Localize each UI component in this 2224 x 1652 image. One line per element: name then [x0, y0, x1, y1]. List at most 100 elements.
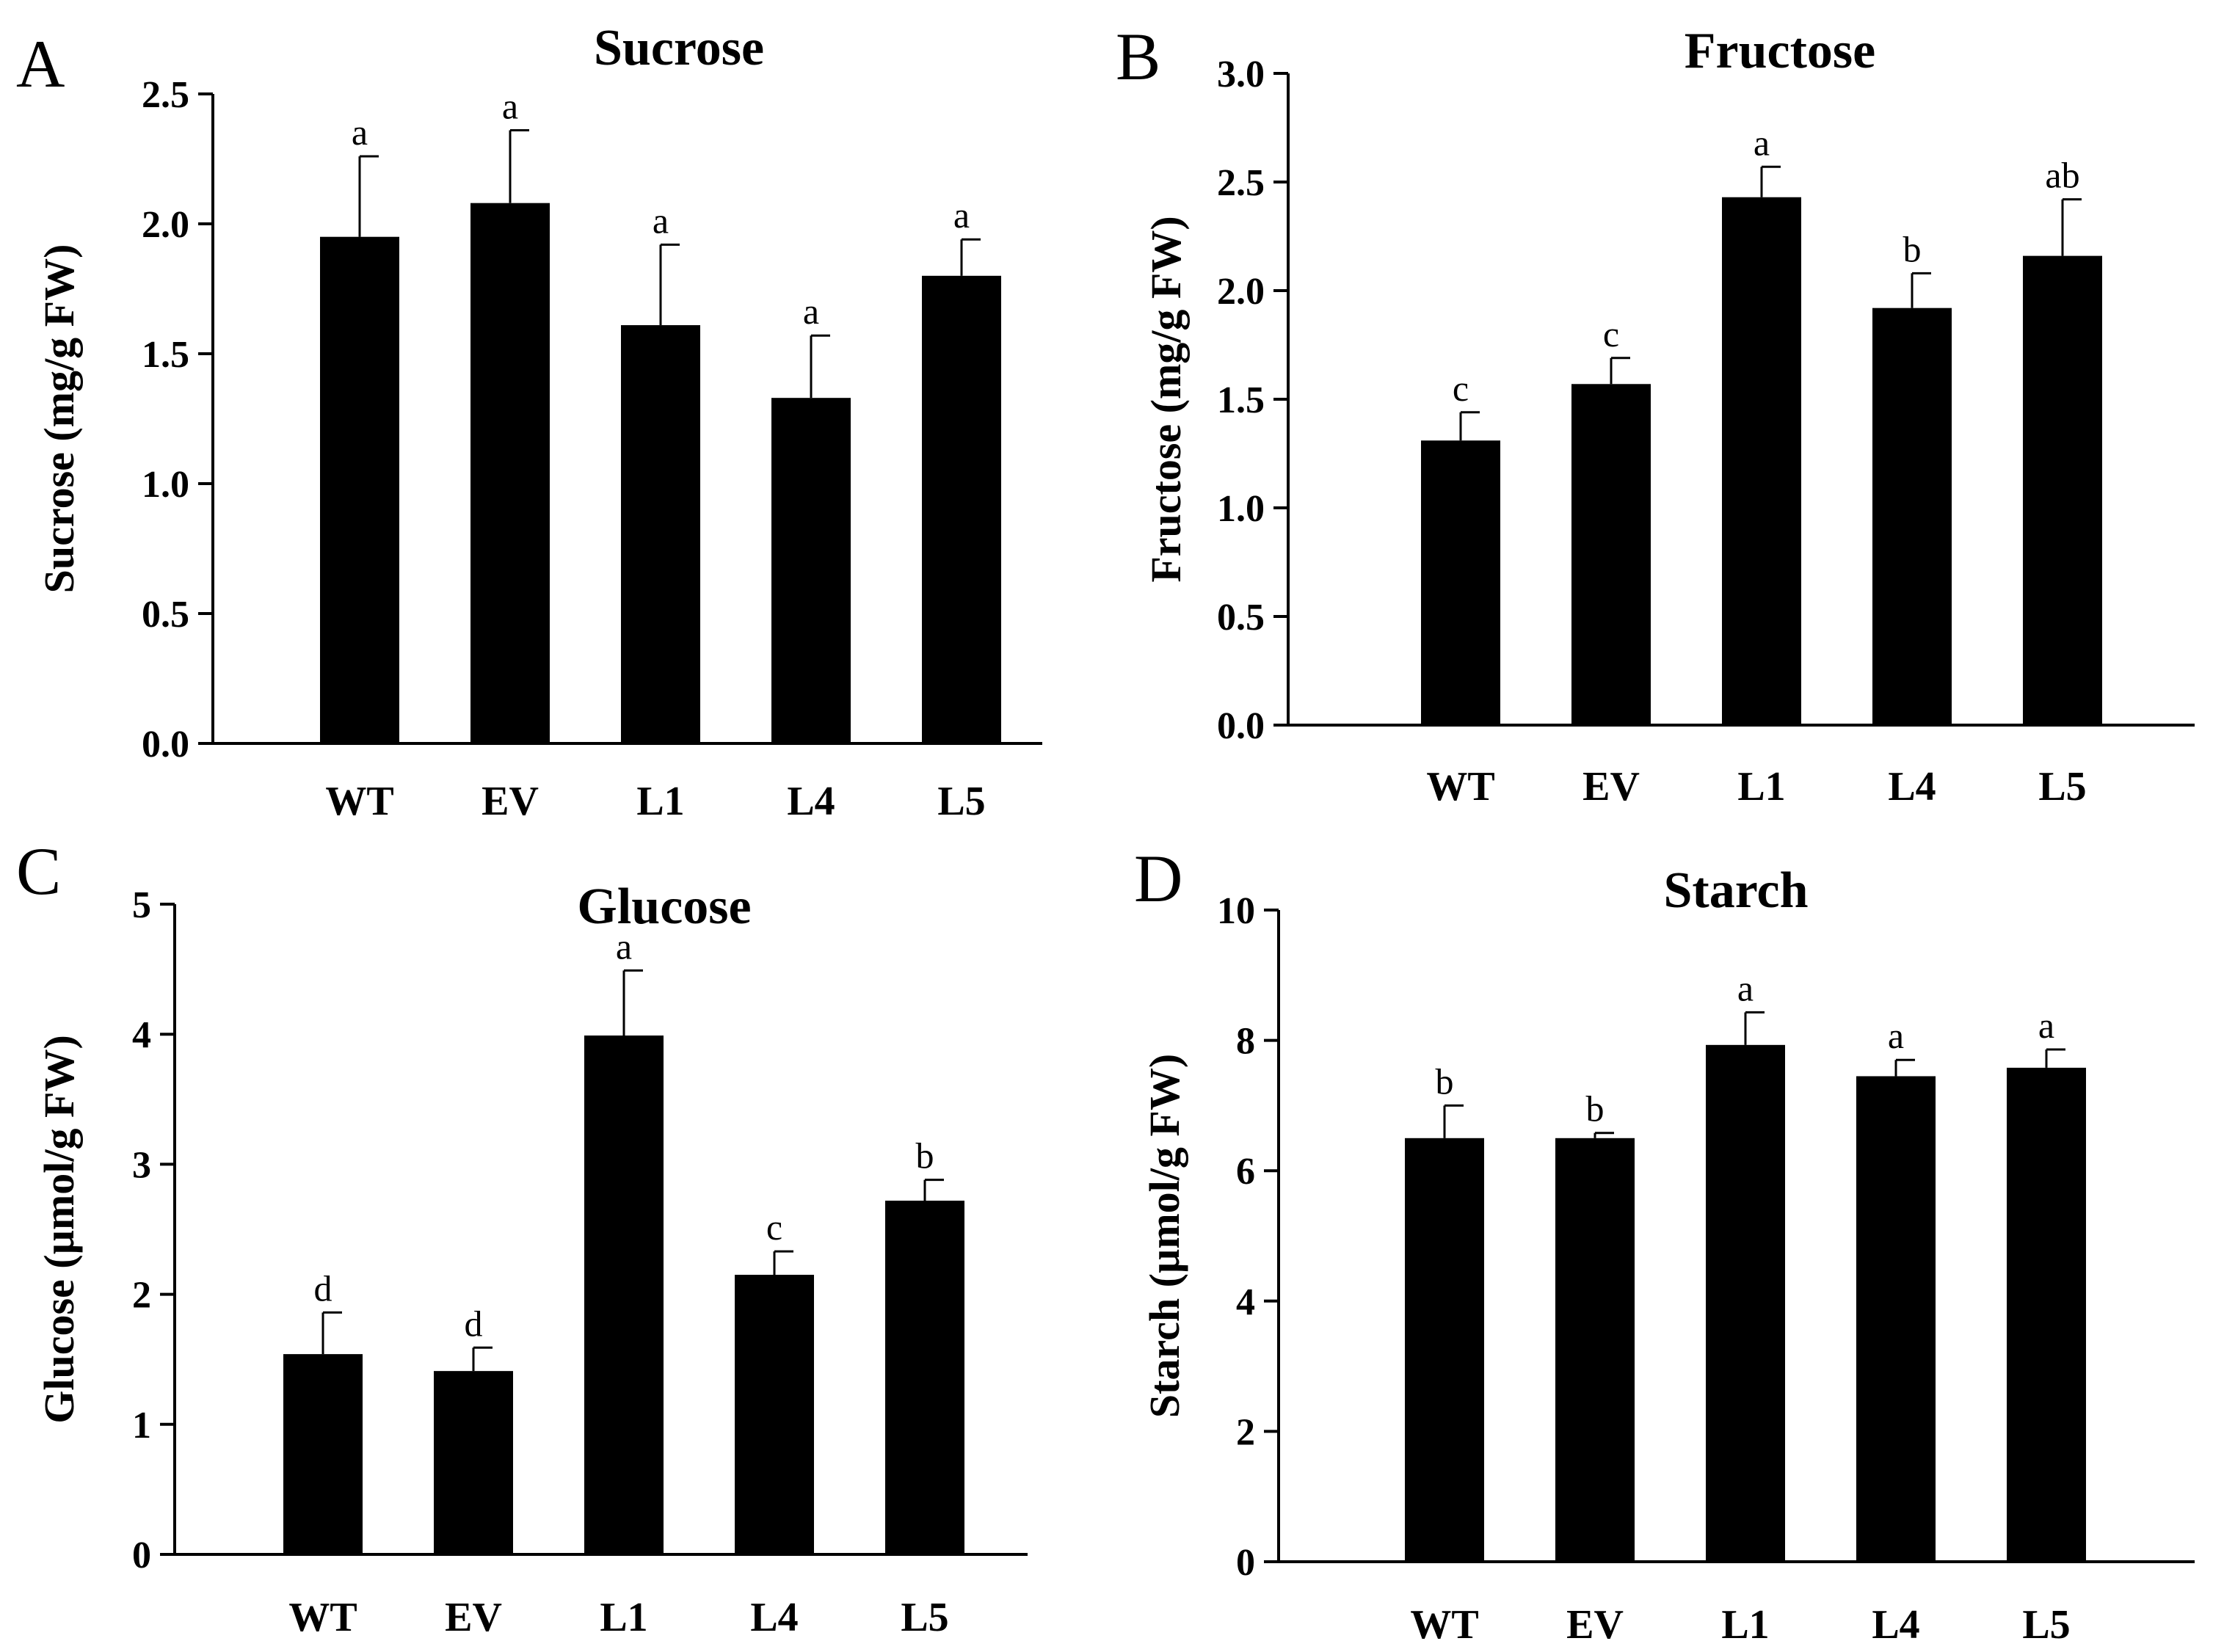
y-axis-label: Sucrose (mg/g FW)	[35, 244, 83, 594]
significance-label: a	[502, 86, 518, 127]
bar-l4	[735, 1275, 814, 1554]
significance-label: ab	[2045, 155, 2079, 196]
x-tick-label: EV	[1566, 1602, 1624, 1648]
y-tick-label: 1	[132, 1405, 151, 1447]
significance-label: a	[1888, 1015, 1904, 1056]
x-tick-label: L4	[750, 1595, 798, 1640]
x-tick-label: L5	[901, 1595, 948, 1640]
bar-l5	[2007, 1067, 2086, 1562]
x-tick-label: L1	[636, 779, 684, 824]
significance-label: a	[953, 194, 970, 236]
y-tick-label: 2.5	[1217, 162, 1265, 204]
y-tick-label: 2.0	[142, 204, 189, 246]
x-tick-label: WT	[1410, 1602, 1478, 1648]
y-tick-label: 8	[1236, 1021, 1255, 1063]
y-tick-label: 2.0	[1217, 271, 1265, 313]
bar-l5	[922, 275, 1001, 743]
significance-label: c	[1453, 368, 1469, 409]
chart-title: Glucose	[577, 878, 751, 935]
y-tick-label: 1.0	[1217, 488, 1265, 530]
y-tick-label: 0.0	[142, 724, 189, 765]
bar-l4	[771, 398, 851, 743]
significance-label: b	[916, 1135, 934, 1176]
x-tick-label: EV	[481, 779, 539, 824]
bar-l1	[621, 325, 700, 743]
panel-letter: D	[1134, 841, 1182, 916]
bar-l4	[1872, 308, 1952, 725]
panel-c: C Glucose Glucose (µmol/g FW) 0 1 2 3 4 5 d WT d EV a…	[16, 834, 1028, 1640]
significance-label: a	[1737, 967, 1754, 1008]
significance-label: a	[2038, 1005, 2054, 1046]
x-tick-label: WT	[325, 779, 393, 824]
chart-title: Sucrose	[594, 20, 764, 76]
x-tick-label: L4	[1872, 1602, 1919, 1648]
significance-label: b	[1436, 1060, 1454, 1102]
significance-label: a	[653, 200, 669, 241]
y-tick-label: 2.5	[142, 74, 189, 116]
y-tick-label: 4	[1236, 1281, 1255, 1323]
chart-title: Fructose	[1685, 23, 1875, 79]
y-tick-label: 2	[1236, 1411, 1255, 1453]
bar-l1	[1706, 1044, 1785, 1562]
panel-letter: C	[16, 834, 61, 909]
x-tick-label: L5	[2038, 764, 2086, 809]
chart-title: Starch	[1663, 862, 1808, 919]
bar-l4	[1856, 1076, 1936, 1562]
significance-label: b	[1586, 1088, 1605, 1129]
panel-d: D Starch Starch (µmol/g FW) 0 2 4 6 8 10 b WT b EV a L…	[1134, 841, 2195, 1648]
x-tick-label: L1	[1737, 764, 1785, 809]
y-tick-label: 0	[1236, 1542, 1255, 1584]
significance-label: a	[1754, 122, 1770, 163]
significance-label: b	[1903, 228, 1922, 269]
y-axis-label: Glucose (µmol/g FW)	[35, 1035, 83, 1424]
x-tick-label: WT	[1426, 764, 1494, 809]
y-axis-label: Starch (µmol/g FW)	[1141, 1054, 1188, 1418]
y-tick-label: 10	[1217, 890, 1255, 932]
y-tick-label: 3	[132, 1144, 151, 1186]
x-tick-label: L4	[1888, 764, 1936, 809]
y-tick-label: 6	[1236, 1151, 1255, 1193]
x-tick-label: L4	[787, 779, 835, 824]
bar-wt	[283, 1354, 363, 1554]
bar-l1	[1722, 197, 1801, 726]
significance-label: c	[1603, 313, 1619, 354]
y-tick-label: 1.0	[142, 464, 189, 506]
x-tick-label: L5	[937, 779, 985, 824]
y-tick-label: 0	[132, 1535, 151, 1576]
significance-label: d	[314, 1267, 332, 1309]
significance-label: a	[616, 925, 632, 967]
bar-wt	[1421, 440, 1500, 725]
x-tick-label: WT	[288, 1595, 357, 1640]
x-tick-label: EV	[445, 1595, 502, 1640]
y-tick-label: 1.5	[142, 334, 189, 376]
bar-l5	[2023, 255, 2102, 725]
x-tick-label: L1	[600, 1595, 647, 1640]
x-tick-label: L1	[1721, 1602, 1769, 1648]
y-tick-label: 1.5	[1217, 379, 1265, 421]
significance-label: a	[352, 112, 368, 153]
y-tick-label: 0.0	[1217, 705, 1265, 747]
x-tick-label: L5	[2022, 1602, 2070, 1648]
bar-ev	[1571, 384, 1651, 725]
significance-label: d	[465, 1303, 483, 1344]
bar-ev	[434, 1371, 513, 1554]
panel-b: B Fructose Fructose (mg/g FW) 0.0 0.5 1.0 1.5 2…	[1116, 19, 2195, 809]
significance-label: c	[766, 1207, 782, 1248]
y-tick-label: 0.5	[142, 594, 189, 636]
y-tick-label: 3.0	[1217, 54, 1265, 95]
bar-ev	[470, 203, 550, 743]
panel-letter: B	[1116, 19, 1160, 94]
y-tick-label: 5	[132, 884, 151, 926]
bar-ev	[1555, 1138, 1635, 1562]
y-tick-label: 2	[132, 1275, 151, 1317]
panel-letter: A	[16, 26, 65, 101]
bar-l1	[584, 1035, 664, 1554]
panel-a: A Sucrose Sucrose (mg/g FW) 0.0 0.5 1.0 1.5 2.0…	[16, 20, 1042, 824]
x-tick-label: EV	[1582, 764, 1640, 809]
y-tick-label: 4	[132, 1014, 151, 1056]
significance-label: a	[803, 291, 819, 332]
bar-l5	[885, 1201, 964, 1554]
y-tick-label: 0.5	[1217, 597, 1265, 638]
y-axis-label: Fructose (mg/g FW)	[1142, 216, 1190, 582]
